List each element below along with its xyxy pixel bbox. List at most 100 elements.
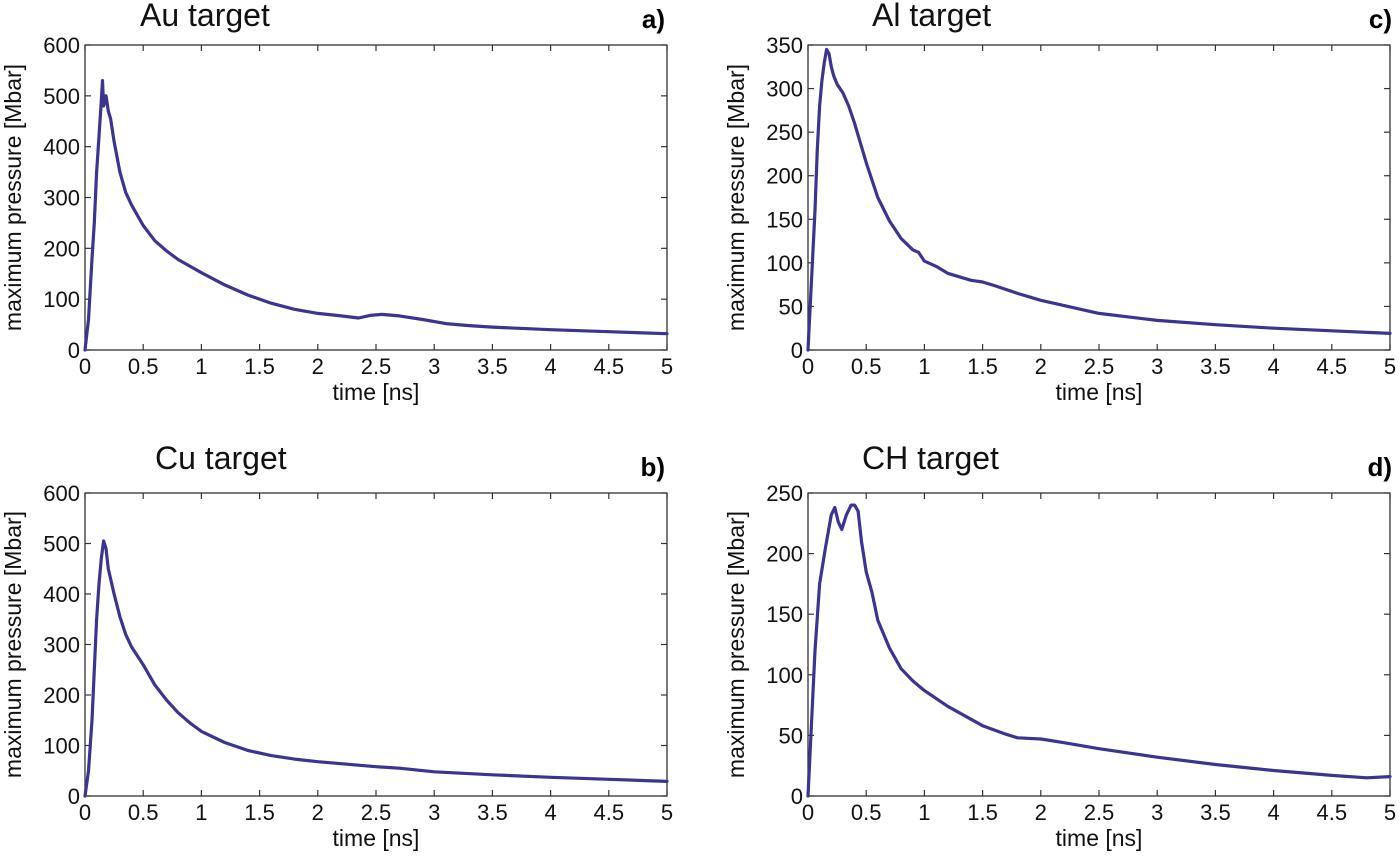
x-tick-label: 3 [1151, 354, 1163, 379]
y-tick-label: 200 [766, 164, 803, 189]
x-tick-label: 1 [918, 354, 930, 379]
series-line [83, 79, 669, 352]
x-tick-label: 4 [544, 354, 556, 379]
chart-title: Au target [140, 0, 270, 33]
x-axis-label: time [ns] [333, 825, 420, 851]
y-tick-label: 50 [779, 294, 803, 319]
x-tick-label: 0.5 [851, 800, 882, 825]
y-axis-label: maximum pressure [Mbar] [0, 64, 26, 331]
x-tick-label: 2.5 [1084, 354, 1115, 379]
y-tick-label: 100 [766, 251, 803, 276]
plot-frame [84, 44, 668, 351]
x-tick-label: 3.5 [477, 354, 508, 379]
y-tick-label: 0 [791, 338, 803, 363]
y-tick-label: 600 [43, 481, 80, 506]
x-tick-label: 3 [428, 800, 440, 825]
x-tick-label: 0 [79, 800, 91, 825]
x-tick-label: 0.5 [128, 800, 159, 825]
y-tick-label: 200 [43, 236, 80, 261]
y-tick-label: 0 [68, 784, 80, 809]
x-tick-label: 1.5 [244, 800, 275, 825]
y-tick-label: 250 [766, 120, 803, 145]
x-tick-label: 1.5 [967, 354, 998, 379]
x-axis-label: time [ns] [1056, 379, 1143, 405]
x-tick-label: 4.5 [1317, 800, 1348, 825]
y-tick-label: 300 [43, 633, 80, 658]
x-tick-label: 2 [312, 800, 324, 825]
x-tick-label: 3 [428, 354, 440, 379]
x-tick-label: 3.5 [477, 800, 508, 825]
y-tick-label: 150 [766, 207, 803, 232]
x-tick-label: 0 [802, 800, 814, 825]
y-tick-label: 100 [43, 734, 80, 759]
y-tick-label: 100 [43, 287, 80, 312]
y-tick-label: 500 [43, 84, 80, 109]
x-tick-label: 4.5 [594, 800, 625, 825]
x-tick-label: 2 [1035, 354, 1047, 379]
y-tick-label: 0 [68, 338, 80, 363]
chart-panel: Al target c)0 0.5 1 1.5 2 2.5 3 3.5 4 4.5 505010015… [723, 0, 1396, 405]
x-axis-label: time [ns] [1056, 825, 1143, 851]
x-tick-label: 0.5 [128, 354, 159, 379]
plot-frame [84, 492, 668, 797]
panel-label: d) [1367, 452, 1392, 482]
y-tick-label: 50 [779, 723, 803, 748]
y-axis-label: maximum pressure [Mbar] [723, 511, 749, 778]
x-tick-label: 3.5 [1200, 354, 1231, 379]
y-tick-label: 200 [766, 542, 803, 567]
y-tick-label: 400 [43, 582, 80, 607]
x-tick-label: 0 [802, 354, 814, 379]
x-tick-label: 2.5 [361, 354, 392, 379]
y-tick-label: 250 [766, 481, 803, 506]
chart-panel: Cu target b) 0 0.5 1 1.5 2 2.5 3 3.5 4 4.5 5 0 100 200 3… [0, 440, 673, 851]
series-line [83, 539, 669, 798]
x-tick-label: 0 [79, 354, 91, 379]
x-tick-label: 4 [544, 800, 556, 825]
series-line [806, 503, 1392, 798]
chart-title: Cu target [155, 440, 287, 476]
x-tick-label: 4.5 [1317, 354, 1348, 379]
chart-title: CH target [862, 440, 999, 476]
x-tick-label: 3 [1151, 800, 1163, 825]
x-tick-label: 5 [661, 800, 673, 825]
chart-panel: CH target d)0 0.5 1 1.5 2 2.5 3 3.5 4 4.5 505010015… [723, 440, 1396, 851]
x-tick-label: 1 [195, 800, 207, 825]
series-line [806, 47, 1392, 352]
y-tick-label: 300 [43, 186, 80, 211]
y-axis-label: maximum pressure [Mbar] [0, 511, 26, 778]
x-tick-label: 1 [918, 800, 930, 825]
y-tick-label: 500 [43, 532, 80, 557]
y-tick-label: 200 [43, 683, 80, 708]
x-tick-label: 1 [195, 354, 207, 379]
y-tick-label: 0 [791, 784, 803, 809]
x-tick-label: 5 [1384, 354, 1396, 379]
panel-label: a) [642, 4, 665, 34]
y-axis-label: maximum pressure [Mbar] [723, 64, 749, 331]
plot-frame [807, 44, 1391, 351]
panel-label: b) [640, 452, 665, 482]
y-tick-label: 400 [43, 135, 80, 160]
chart-title: Al target [872, 0, 991, 33]
y-tick-label: 600 [43, 33, 80, 58]
x-tick-label: 4.5 [594, 354, 625, 379]
plot-frame [807, 492, 1391, 797]
x-tick-label: 2 [312, 354, 324, 379]
x-tick-label: 4 [1267, 800, 1279, 825]
y-tick-label: 150 [766, 602, 803, 627]
y-tick-label: 100 [766, 663, 803, 688]
y-tick-label: 350 [766, 33, 803, 58]
x-tick-label: 2.5 [1084, 800, 1115, 825]
x-tick-label: 4 [1267, 354, 1279, 379]
x-tick-label: 1.5 [244, 354, 275, 379]
x-tick-label: 0.5 [851, 354, 882, 379]
y-tick-label: 300 [766, 77, 803, 102]
x-tick-label: 1.5 [967, 800, 998, 825]
chart-panel: Au target a) 0 0.5 1 1.5 2 2.5 3 3.5 4 4.5 5 0 100 200 3… [0, 0, 673, 405]
x-tick-label: 5 [661, 354, 673, 379]
x-tick-label: 3.5 [1200, 800, 1231, 825]
x-tick-label: 2 [1035, 800, 1047, 825]
x-tick-label: 5 [1384, 800, 1396, 825]
x-axis-label: time [ns] [333, 379, 420, 405]
panel-label: c) [1369, 4, 1392, 34]
